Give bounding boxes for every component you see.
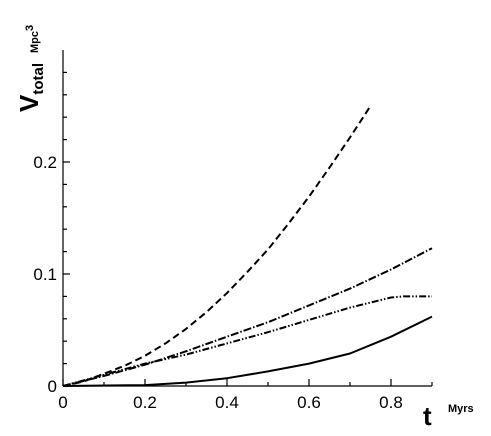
series-line-dash-dot — [62, 247, 433, 387]
y-axis-unit: Mpc — [29, 31, 41, 53]
y-axis-unit-exponent: 3 — [24, 25, 36, 31]
axes — [62, 50, 432, 387]
series-line-solid — [62, 315, 433, 387]
series-line-dashed — [62, 105, 372, 387]
y-axis-label-sub: total — [30, 63, 47, 95]
y-tick-label: 0.2 — [33, 153, 57, 172]
x-axis-label: t — [423, 401, 432, 431]
x-axis-unit: Myrs — [448, 403, 474, 415]
series-line-dash-dot-dot — [62, 295, 432, 387]
x-tick-label: 0.2 — [133, 393, 157, 412]
x-tick-label: 0 — [58, 393, 67, 412]
series-group — [62, 105, 433, 387]
y-tick-label: 0 — [48, 377, 57, 396]
y-axis-title: Vtotal Mpc3 — [14, 25, 47, 112]
x-tick-label: 0.6 — [297, 393, 321, 412]
svg-text:VtotalMpc3: Vtotal Mpc3 — [14, 25, 47, 112]
y-tick-label: 0.1 — [33, 265, 57, 284]
ticks: 0 0.2 0.4 0.6 0.8 0 0.1 0.2 — [33, 71, 433, 412]
x-tick-label: 0.8 — [379, 393, 403, 412]
y-axis-label: V — [14, 94, 44, 112]
x-tick-label: 0.4 — [215, 393, 239, 412]
